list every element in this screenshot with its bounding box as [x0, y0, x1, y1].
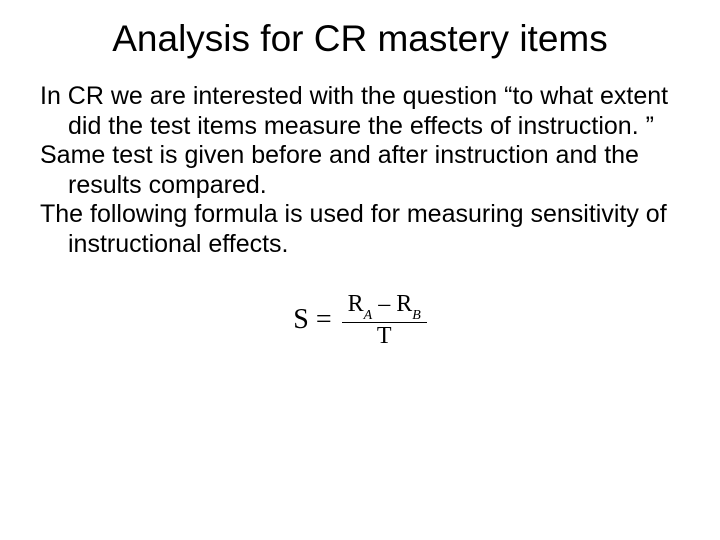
slide-body: In CR we are interested with the questio…: [40, 82, 680, 259]
numerator-sub1: A: [364, 308, 373, 323]
formula-inner: S = RA – RB T: [293, 291, 427, 350]
numerator-sub2: B: [412, 308, 421, 323]
numerator-var2: R: [396, 291, 412, 317]
paragraph-3: The following formula is used for measur…: [40, 200, 680, 259]
slide-title: Analysis for CR mastery items: [40, 18, 680, 60]
slide: Analysis for CR mastery items In CR we a…: [0, 0, 720, 540]
formula: S = RA – RB T: [40, 291, 680, 350]
numerator-var1: R: [348, 291, 364, 317]
formula-denominator: T: [371, 323, 398, 350]
numerator-op: –: [372, 291, 396, 317]
formula-numerator: RA – RB: [342, 291, 427, 323]
paragraph-1: In CR we are interested with the questio…: [40, 82, 680, 141]
formula-lhs-symbol: S: [293, 304, 309, 335]
paragraph-2: Same test is given before and after inst…: [40, 141, 680, 200]
formula-lhs: S =: [293, 304, 331, 336]
formula-fraction: RA – RB T: [342, 291, 427, 350]
formula-equals: =: [316, 304, 332, 335]
